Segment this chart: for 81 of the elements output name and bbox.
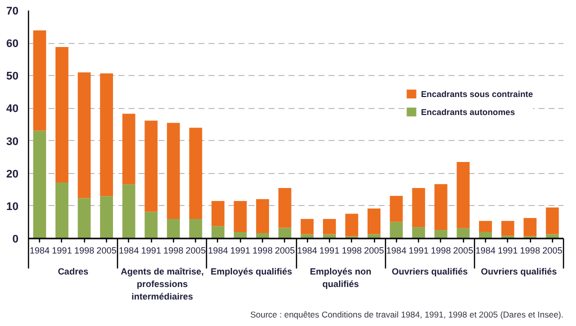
x-tick-label: 2005 — [542, 246, 562, 256]
x-tick-label: 2005 — [453, 246, 474, 256]
x-tick-label: 1984 — [297, 246, 318, 256]
text: Ouvriers qualifiés — [480, 266, 557, 276]
bar — [234, 201, 247, 232]
x-tick-label: 1998 — [74, 246, 94, 256]
x-tick-label: 1991 — [408, 246, 429, 256]
x-tick-label: 1998 — [163, 246, 184, 256]
x-tick-label: 1998 — [430, 246, 451, 256]
bar — [78, 72, 91, 198]
bar — [390, 196, 403, 222]
y-tick-label: 30 — [6, 136, 19, 148]
bar — [212, 201, 224, 226]
x-tick-label: 1984 — [118, 246, 139, 256]
bar — [456, 162, 470, 228]
text: Agents de maîtrise, professions intermédiaires — [120, 266, 204, 302]
bar — [55, 46, 68, 182]
bar — [412, 227, 426, 238]
x-tick-label: 1998 — [252, 246, 273, 256]
text: Employés non qualifiés — [310, 266, 372, 289]
bar — [55, 182, 68, 238]
bar — [322, 218, 336, 234]
bar — [479, 232, 492, 238]
x-tick-label: 1984 — [475, 246, 496, 256]
bar — [390, 222, 403, 238]
bar — [33, 130, 46, 238]
bar — [278, 188, 292, 228]
bar — [434, 230, 448, 238]
bar — [412, 188, 426, 228]
x-tick-label: 1991 — [498, 246, 518, 256]
bar — [368, 208, 380, 234]
x-tick-label: 1998 — [342, 246, 362, 256]
bar — [189, 128, 202, 219]
y-tick-label: 70 — [6, 6, 19, 18]
text: Cadres — [58, 266, 88, 276]
bar — [144, 212, 158, 238]
y-tick-label: 40 — [6, 103, 19, 116]
y-tick-label: 20 — [6, 168, 19, 180]
bar — [256, 232, 270, 238]
bar — [278, 228, 292, 238]
x-tick-label: 2005 — [364, 246, 384, 256]
x-tick-label: 2005 — [186, 246, 206, 256]
source-note: Source : enquêtes Conditions de travail 1984, 1991, 1998 et 2005 (Dares et Insee). — [250, 310, 564, 320]
x-tick-label: 2005 — [274, 246, 295, 256]
bar — [122, 114, 136, 184]
bar — [100, 196, 113, 238]
bar — [33, 30, 46, 131]
x-tick-label: 1991 — [141, 246, 162, 256]
x-tick-label: 1984 — [30, 246, 50, 256]
text: Ouvriers qualifiés — [392, 266, 468, 276]
legend-label: Encadrants sous contrainte — [421, 88, 533, 99]
bar — [100, 73, 113, 196]
bar — [456, 228, 470, 238]
bar — [166, 218, 180, 238]
bar — [300, 218, 314, 234]
bar — [212, 226, 224, 238]
x-tick-label: 1991 — [230, 246, 250, 256]
x-tick-label: 1991 — [319, 246, 340, 256]
y-tick-label: 60 — [6, 38, 19, 50]
text: Employés qualifiés — [210, 266, 292, 276]
bar — [479, 220, 492, 232]
bar — [501, 220, 514, 236]
bar — [546, 208, 559, 234]
bar — [78, 198, 91, 238]
y-tick-label: 0 — [12, 234, 19, 246]
bar — [434, 184, 448, 230]
x-tick-label: 2005 — [96, 246, 117, 256]
y-tick-label: 10 — [6, 200, 19, 213]
bar — [256, 199, 270, 233]
bar — [524, 218, 537, 236]
x-tick-label: 1998 — [520, 246, 540, 256]
bar — [122, 184, 136, 238]
bar — [345, 214, 358, 236]
x-tick-label: 1991 — [52, 246, 72, 256]
x-tick-label: 1984 — [208, 246, 228, 256]
bar — [189, 218, 202, 238]
bar — [144, 120, 158, 212]
legend-label: Encadrants autonomes — [421, 106, 515, 117]
bar — [166, 122, 180, 219]
y-tick-label: 50 — [6, 70, 19, 83]
x-tick-label: 1984 — [386, 246, 406, 256]
